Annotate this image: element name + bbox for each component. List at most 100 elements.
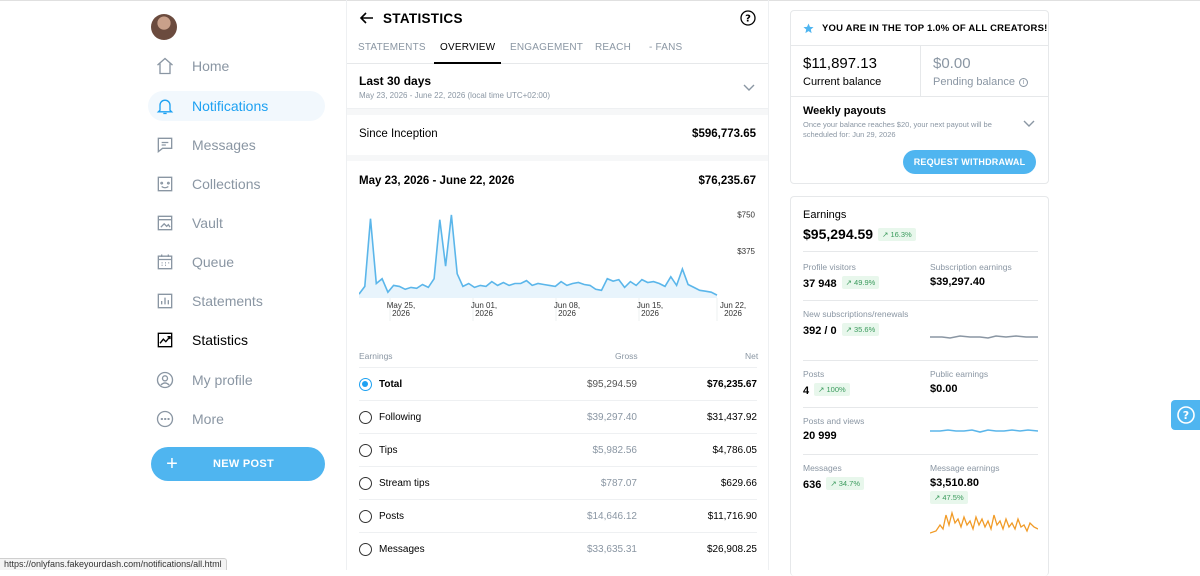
- svg-text:?: ?: [745, 14, 751, 25]
- subscription-earnings-stat[interactable]: Subscription earnings $39,297.40: [930, 261, 1047, 288]
- sidebar-item-label: Statements: [192, 293, 263, 309]
- statistics-icon: [154, 329, 176, 351]
- messages-stat[interactable]: Messages 636 ↗ 34.7%: [803, 462, 920, 491]
- tab-reach[interactable]: REACH: [595, 42, 632, 53]
- sidebar-item-statistics[interactable]: Statistics: [148, 325, 325, 355]
- radio-button[interactable]: [359, 378, 372, 391]
- new-subscriptions-stat[interactable]: New subscriptions/renewals 392 / 0 ↗ 35.6…: [803, 308, 920, 337]
- page-header: STATISTICS ?: [347, 0, 768, 38]
- posts-stat[interactable]: Posts 4 ↗ 100%: [803, 368, 920, 397]
- collections-icon: [154, 173, 176, 195]
- y-tick-label: $375: [737, 247, 755, 256]
- stat-value: 20 999: [803, 430, 837, 442]
- row-net: $629.66: [720, 478, 757, 489]
- help-icon[interactable]: ?: [740, 10, 756, 26]
- sidebar-item-queue[interactable]: Queue: [148, 247, 325, 277]
- date-range-subtitle: May 23, 2026 - June 22, 2026 (local time…: [359, 91, 550, 100]
- help-chat-button[interactable]: ?: [1171, 400, 1200, 430]
- radio-button[interactable]: [359, 444, 372, 457]
- status-url: https://onlyfans.fakeyourdash.com/notifi…: [0, 558, 227, 570]
- table-row[interactable]: Total $95,294.59 $76,235.67: [359, 367, 757, 400]
- table-row[interactable]: Tips $5,982.56 $4,786.05: [359, 433, 757, 466]
- help-icon: ?: [1176, 406, 1195, 424]
- current-balance-label: Current balance: [803, 76, 882, 88]
- stat-label: Posts and views: [803, 416, 865, 426]
- row-gross: $95,294.59: [586, 379, 637, 390]
- x-tick-label: Jun 22,: [720, 301, 746, 310]
- since-inception-value: $596,773.65: [692, 128, 756, 140]
- message-icon: [154, 134, 176, 156]
- radio-button[interactable]: [359, 477, 372, 490]
- stat-label: Messages: [803, 463, 842, 473]
- profile-visitors-stat[interactable]: Profile visitors 37 948 ↗ 49.9%: [803, 261, 920, 290]
- request-withdrawal-button[interactable]: REQUEST WITHDRAWAL: [903, 150, 1036, 174]
- table-row[interactable]: Messages $33,635.31 $26,908.25: [359, 532, 757, 565]
- radio-button[interactable]: [359, 543, 372, 556]
- table-row[interactable]: Stream tips $787.07 $629.66: [359, 466, 757, 499]
- sidebar-item-more[interactable]: More: [148, 404, 325, 434]
- sidebar-item-messages[interactable]: Messages: [148, 130, 325, 160]
- stat-label: Profile visitors: [803, 262, 856, 272]
- sidebar-item-label: Home: [192, 58, 230, 74]
- stat-label: Message earnings: [930, 463, 1000, 473]
- row-net: $76,235.67: [706, 379, 757, 390]
- divider: [803, 251, 1038, 252]
- sidebar-item-statements[interactable]: Statements: [148, 286, 325, 316]
- avatar[interactable]: [151, 14, 177, 40]
- pending-balance-label: Pending balance: [933, 76, 1015, 88]
- sidebar-item-notifications[interactable]: Notifications: [148, 91, 325, 121]
- row-label: Total: [379, 379, 403, 390]
- svg-text:?: ?: [1182, 409, 1188, 422]
- period-label: May 23, 2026 - June 22, 2026: [359, 175, 515, 187]
- x-tick-label: 2026: [724, 309, 742, 318]
- more-icon: [154, 408, 176, 430]
- new-post-label: NEW POST: [213, 458, 275, 470]
- star-icon: [803, 22, 814, 33]
- sidebar-item-collections[interactable]: Collections: [148, 169, 325, 199]
- posts-views-stat[interactable]: Posts and views 20 999: [803, 415, 920, 442]
- stat-value: $0.00: [930, 383, 958, 395]
- x-tick-label: 2026: [475, 309, 493, 318]
- row-label: Messages: [379, 544, 425, 555]
- radio-button[interactable]: [359, 510, 372, 523]
- table-row[interactable]: Following $39,297.40 $31,437.92: [359, 400, 757, 433]
- row-label: Following: [379, 412, 422, 423]
- tab-overview[interactable]: OVERVIEW: [434, 42, 502, 64]
- row-gross: $5,982.56: [592, 445, 638, 456]
- tab-statements[interactable]: STATEMENTS: [358, 42, 426, 53]
- info-icon[interactable]: i: [1018, 78, 1028, 87]
- row-gross: $39,297.40: [586, 412, 637, 423]
- back-arrow-icon[interactable]: [359, 10, 375, 26]
- sidebar-item-my-profile[interactable]: My profile: [148, 365, 325, 395]
- tab-fans[interactable]: - FANS: [649, 42, 683, 53]
- sidebar-item-home[interactable]: Home: [148, 51, 325, 81]
- net-header: Net: [745, 351, 759, 361]
- x-tick-label: 2026: [558, 309, 576, 318]
- earnings-card: Earnings $95,294.59 ↗ 16.3% Profile visit…: [790, 196, 1049, 576]
- sidebar-item-label: More: [192, 411, 224, 427]
- row-net: $26,908.25: [706, 544, 757, 555]
- stat-value: 636 ↗ 34.7%: [803, 477, 920, 491]
- row-net: $31,437.92: [706, 412, 757, 423]
- earnings-change-badge: ↗ 16.3%: [878, 228, 916, 241]
- stat-label: New subscriptions/renewals: [803, 309, 909, 319]
- stat-value: 37 948 ↗ 49.9%: [803, 276, 920, 290]
- stat-change-badge: ↗ 34.7%: [826, 477, 864, 490]
- stat-change-badge: ↗ 100%: [814, 383, 850, 396]
- public-earnings-stat[interactable]: Public earnings $0.00: [930, 368, 1047, 395]
- sidebar-item-label: Notifications: [192, 98, 269, 114]
- x-tick-label: Jun 08,: [554, 301, 580, 310]
- sidebar-item-vault[interactable]: Vault: [148, 208, 325, 238]
- weekly-payouts-title: Weekly payouts: [803, 105, 886, 117]
- date-range-selector[interactable]: Last 30 days May 23, 2026 - June 22, 202…: [347, 65, 768, 109]
- table-row[interactable]: Posts $14,646.12 $11,716.90: [359, 499, 757, 532]
- chevron-down-icon[interactable]: [1022, 116, 1036, 130]
- earnings-title: Earnings: [803, 209, 847, 221]
- tab-engagement[interactable]: ENGAGEMENT: [510, 42, 584, 53]
- new-post-button[interactable]: + NEW POST: [151, 447, 325, 481]
- stat-number: 392 / 0: [803, 325, 837, 337]
- message-earnings-stat[interactable]: Message earnings $3,510.80 ↗ 47.5%: [930, 462, 1047, 507]
- radio-button[interactable]: [359, 411, 372, 424]
- stat-number: 636: [803, 479, 822, 491]
